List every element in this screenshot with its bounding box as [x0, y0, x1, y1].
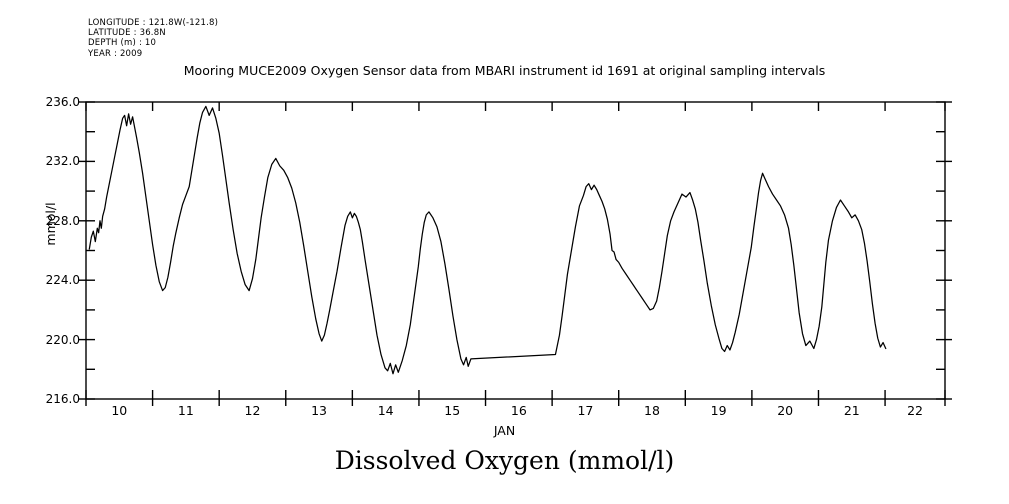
y-tick-label: 216.0 [45, 392, 80, 406]
x-tick-label: 19 [710, 403, 727, 418]
year-text: YEAR : 2009 [88, 48, 143, 59]
latitude-text: LATITUDE : 36.8N [88, 28, 166, 39]
x-axis-label: JAN [493, 423, 516, 438]
x-tick-label: 22 [907, 403, 923, 418]
x-tick-label: 17 [577, 403, 594, 418]
figure-caption: Dissolved Oxygen (mmol/l) [334, 446, 675, 475]
y-tick-label-wrap: 224.0 [0, 273, 80, 287]
y-tick-label: 220.0 [45, 332, 80, 347]
x-tick-label: 20 [777, 403, 794, 418]
x-tick-label: 13 [311, 403, 327, 418]
y-tick-label: 224.0 [45, 273, 80, 288]
data-series-line [88, 105, 887, 375]
depth-text: DEPTH (m) : 10 [88, 38, 157, 49]
chart-title: Mooring MUCE2009 Oxygen Sensor data from… [183, 63, 826, 78]
x-tick-label: 16 [510, 403, 527, 418]
plot-frame [85, 101, 946, 400]
x-tick-label: 10 [111, 403, 128, 418]
longitude-text: LONGITUDE : 121.8W(-121.8) [88, 18, 219, 28]
axis-ticks [79, 101, 952, 406]
x-tick-label: 12 [244, 403, 261, 418]
x-tick-label: 21 [843, 403, 860, 418]
x-tick-label: 14 [377, 403, 394, 418]
y-tick-label: 236.0 [45, 95, 80, 109]
y-tick-label-wrap: 228.0 [0, 214, 80, 228]
y-tick-label: 228.0 [45, 213, 80, 228]
x-tick-label: 15 [444, 403, 461, 418]
y-tick-label-wrap: 232.0 [0, 154, 80, 168]
y-tick-label-wrap: 220.0 [0, 333, 80, 347]
y-tick-label-wrap: 236.0 [0, 95, 80, 109]
y-tick-label: 232.0 [45, 154, 80, 169]
station-metadata: LONGITUDE : 121.8W(-121.8) LATITUDE : 36… [88, 18, 218, 59]
x-tick-label: 11 [177, 403, 194, 418]
x-tick-label: 18 [644, 403, 660, 418]
y-tick-label-wrap: 216.0 [0, 392, 80, 406]
